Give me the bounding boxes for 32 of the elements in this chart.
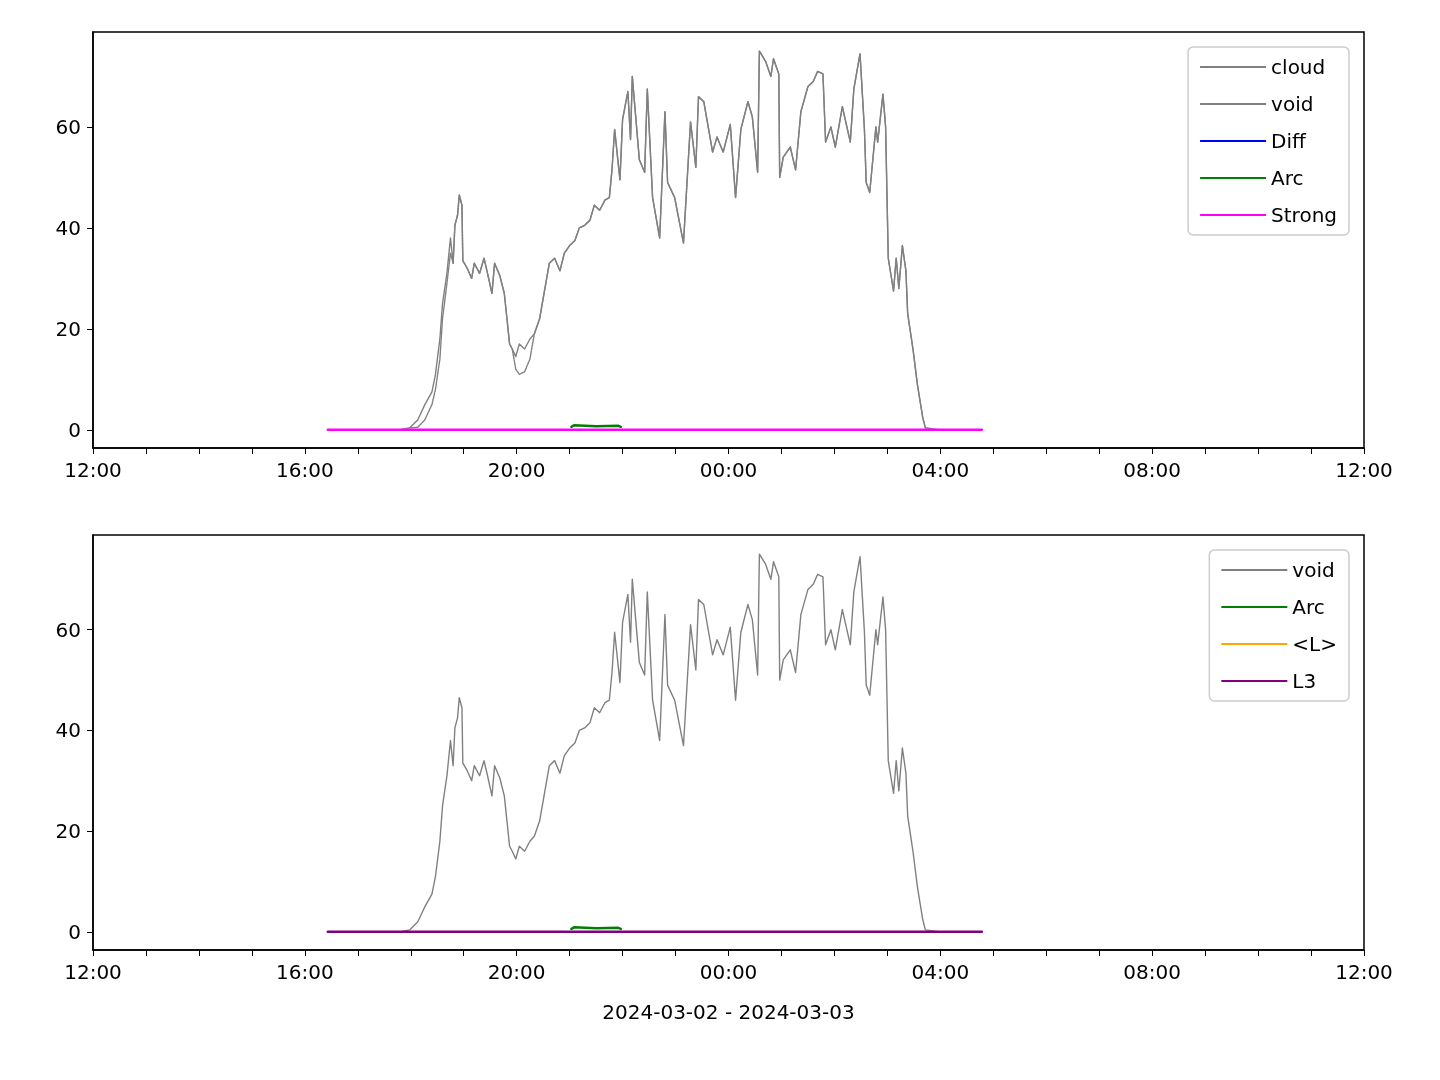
legend-label: cloud (1271, 55, 1326, 79)
x-tick-label: 00:00 (699, 960, 758, 984)
x-tick-label: 16:00 (276, 960, 334, 984)
y-tick-label: 0 (68, 417, 81, 442)
x-tick-label: 08:00 (1123, 960, 1181, 984)
legend-label: void (1292, 558, 1335, 582)
x-tick-label: 16:00 (276, 458, 334, 482)
x-tick-label: 12:00 (64, 458, 122, 482)
x-tick-label: 12:00 (1335, 458, 1393, 482)
y-tick-label: 40 (55, 215, 81, 240)
legend-label: void (1271, 92, 1314, 116)
y-tick-label: 20 (55, 316, 81, 341)
x-axis-title: 2024-03-02 - 2024-03-03 (602, 1000, 855, 1024)
legend-label: Arc (1292, 595, 1325, 619)
y-tick-label: 40 (55, 718, 81, 743)
x-tick-label: 04:00 (911, 458, 970, 482)
x-tick-label: 08:00 (1123, 458, 1181, 482)
y-tick-label: 60 (55, 114, 81, 139)
x-tick-label: 12:00 (1335, 960, 1393, 984)
legend-label: L3 (1292, 669, 1317, 693)
legend-label: Arc (1271, 166, 1304, 190)
x-tick-label: 04:00 (911, 960, 970, 984)
legend-label: <L> (1292, 632, 1338, 656)
x-tick-label: 00:00 (699, 458, 758, 482)
legend-label: Strong (1271, 203, 1338, 227)
x-tick-label: 20:00 (487, 960, 546, 984)
x-tick-label: 12:00 (64, 960, 122, 984)
x-tick-label: 20:00 (487, 458, 546, 482)
legend-label: Diff (1271, 129, 1308, 153)
y-tick-label: 20 (55, 819, 81, 844)
y-tick-label: 0 (68, 919, 81, 944)
y-tick-label: 60 (55, 617, 81, 642)
